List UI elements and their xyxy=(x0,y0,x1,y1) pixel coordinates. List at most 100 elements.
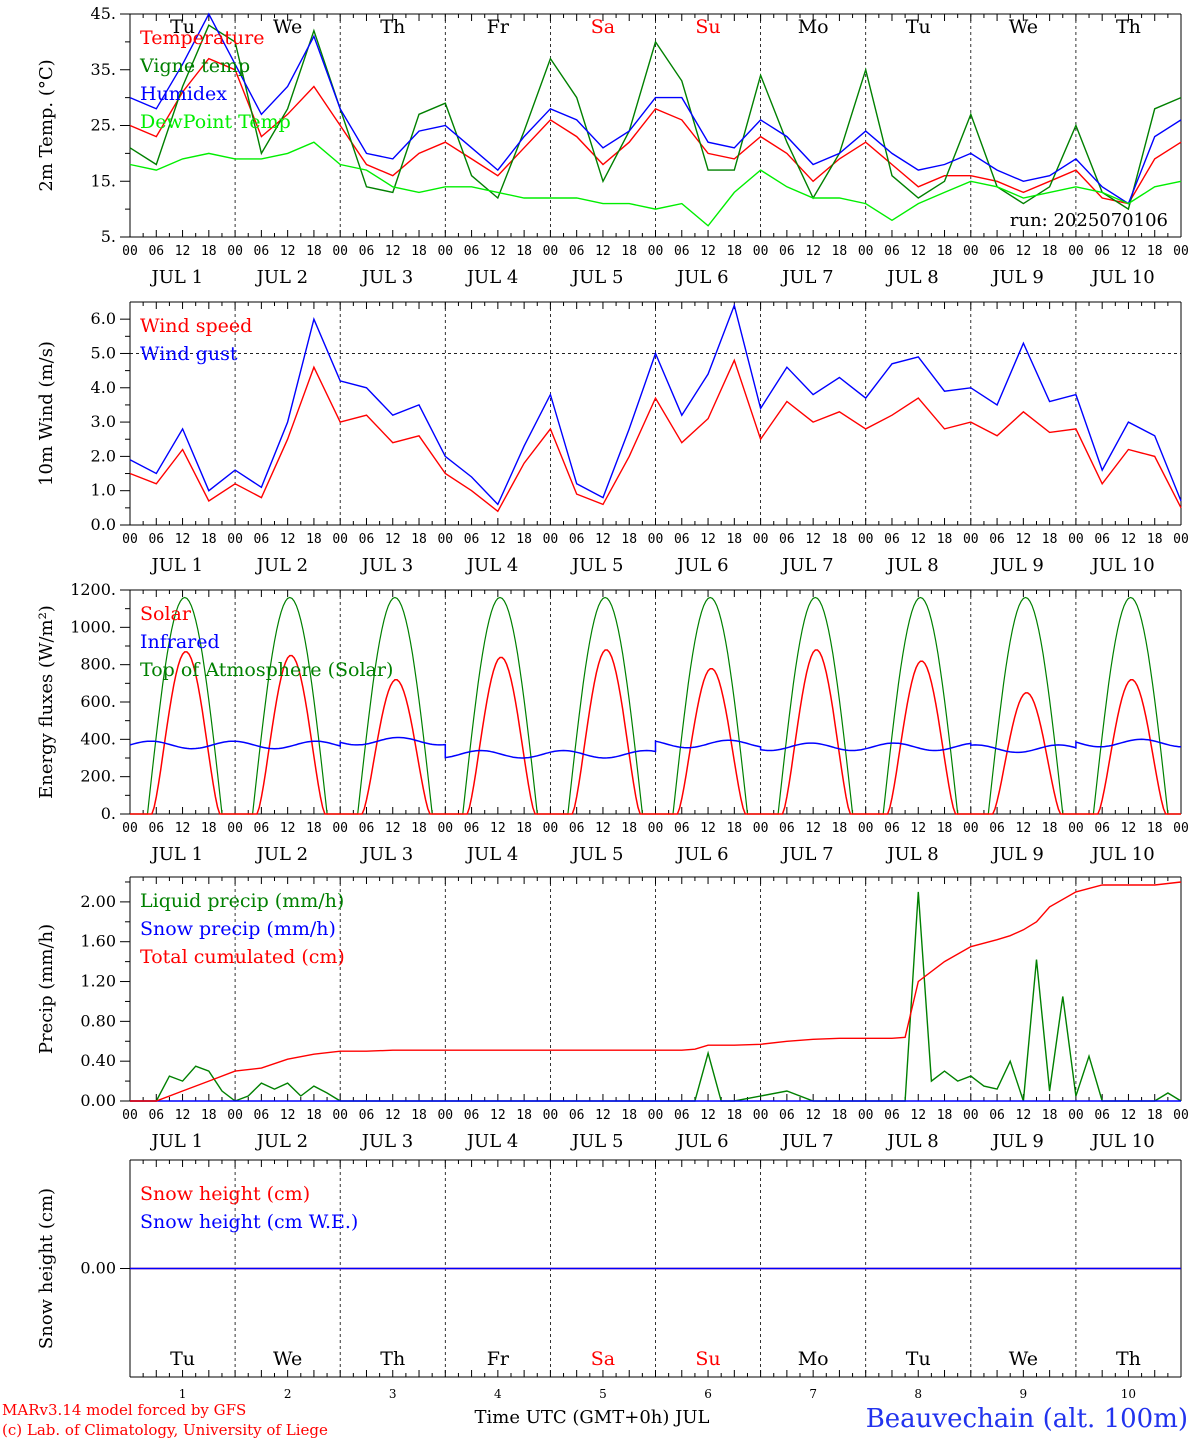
hour-label: 18 xyxy=(306,821,322,836)
series-temperature xyxy=(129,57,1182,205)
weekday-label: Th xyxy=(1116,16,1141,38)
hour-label: 06 xyxy=(569,821,585,836)
day-number: 9 xyxy=(1020,1387,1028,1401)
hour-label: 18 xyxy=(411,1108,427,1123)
y-tick-label: 800. xyxy=(80,655,116,674)
hour-label: 06 xyxy=(254,244,270,259)
hour-label: 12 xyxy=(385,821,401,836)
hour-label: 12 xyxy=(805,1108,821,1123)
hour-label: 12 xyxy=(280,1108,296,1123)
hour-label: 06 xyxy=(464,244,480,259)
hour-label: 18 xyxy=(516,1108,532,1123)
day-number: 1 xyxy=(179,1387,187,1401)
hour-label: 06 xyxy=(1094,1108,1110,1123)
date-label: JUL 10 xyxy=(1090,1131,1155,1152)
y-tick-label: 0.00 xyxy=(80,1259,116,1278)
hour-label: 00 xyxy=(332,244,348,259)
y-tick-label: 2.00 xyxy=(80,892,116,911)
hour-label: 18 xyxy=(832,244,848,259)
hour-label: 12 xyxy=(595,1108,611,1123)
hour-label: 18 xyxy=(516,532,532,547)
hour-label: 00 xyxy=(332,1108,348,1123)
hour-label: 00 xyxy=(648,244,664,259)
hour-label: 06 xyxy=(989,532,1005,547)
hour-label: 18 xyxy=(1147,1108,1163,1123)
hour-label: 06 xyxy=(1094,244,1110,259)
hour-label: 18 xyxy=(1042,532,1058,547)
panel-3: 0. 200. 400. 600. 800. 1000. 1200. Energy fluxe… xyxy=(36,580,1189,865)
hour-label: 12 xyxy=(1016,821,1032,836)
hour-label: 06 xyxy=(989,821,1005,836)
y-tick-label: 0.80 xyxy=(80,1011,116,1030)
weekday-label: Tu xyxy=(170,1348,195,1370)
hour-label: 00 xyxy=(648,821,664,836)
y-tick-label: 1.20 xyxy=(80,972,116,991)
legend-entry: Liquid precip (mm/h) xyxy=(140,890,344,912)
hour-label: 00 xyxy=(227,532,243,547)
hour-label: 12 xyxy=(1016,1108,1032,1123)
hour-label: 12 xyxy=(700,821,716,836)
weekday-label: Mo xyxy=(798,16,829,38)
panel-5: 0.00 Snow height (cm) 1 2 3 4 5 6 7 8 9 10 Tu We Th Fr S… xyxy=(36,1159,1182,1401)
legend-entry: Wind speed xyxy=(140,315,252,337)
date-label: JUL 10 xyxy=(1090,844,1155,865)
model-credit: MARv3.14 model forced by GFS xyxy=(2,1401,246,1419)
legend-entry: Snow height (cm W.E.) xyxy=(140,1211,358,1233)
y-tick-label: 4.0 xyxy=(91,378,116,397)
hour-label: 18 xyxy=(306,532,322,547)
date-label: JUL 9 xyxy=(990,1131,1044,1152)
series-vigne-temp xyxy=(129,24,1182,211)
weekday-label: We xyxy=(1009,1348,1038,1370)
series-dewpoint-temp xyxy=(129,141,1182,227)
y-tick-label: 6.0 xyxy=(91,309,116,328)
legend-entry: Solar xyxy=(140,603,192,625)
hour-label: 00 xyxy=(963,244,979,259)
hour-label: 00 xyxy=(437,244,453,259)
hour-label: 06 xyxy=(884,244,900,259)
hour-label: 06 xyxy=(148,244,164,259)
hour-label: 18 xyxy=(832,532,848,547)
y-tick-label: 1200. xyxy=(70,580,116,599)
date-label: JUL 9 xyxy=(990,844,1044,865)
hour-label: 12 xyxy=(175,821,191,836)
weekday-label: Fr xyxy=(487,16,510,38)
hour-label: 06 xyxy=(779,821,795,836)
y-tick-label: 5. xyxy=(101,227,116,246)
hour-label: 12 xyxy=(595,532,611,547)
hour-label: 06 xyxy=(359,244,375,259)
day-number: 4 xyxy=(494,1387,502,1401)
y-tick-label: 0.00 xyxy=(80,1091,116,1110)
hour-label: 18 xyxy=(621,244,637,259)
hour-label: 06 xyxy=(148,532,164,547)
hour-label: 12 xyxy=(175,532,191,547)
hour-label: 00 xyxy=(122,532,138,547)
hour-label: 00 xyxy=(1068,821,1084,836)
weekday-label: We xyxy=(1009,16,1038,38)
hour-label: 00 xyxy=(332,532,348,547)
y-axis-label: Energy fluxes (W/m²) xyxy=(36,605,57,799)
weekday-label: Th xyxy=(380,16,405,38)
hour-label: 06 xyxy=(569,244,585,259)
hour-label: 18 xyxy=(726,821,742,836)
date-label: JUL 6 xyxy=(675,555,729,576)
weekday-label: Tu xyxy=(906,16,931,38)
hour-label: 00 xyxy=(753,821,769,836)
date-label: JUL 5 xyxy=(570,267,624,288)
hour-label: 00 xyxy=(122,1108,138,1123)
hour-label: 06 xyxy=(464,532,480,547)
x-axis-title: Time UTC (GMT+0h) JUL xyxy=(475,1407,710,1428)
weekday-label: Sa xyxy=(591,1348,615,1370)
date-label: JUL 5 xyxy=(570,555,624,576)
panel-2: 0.0 1.0 2.0 3.0 4.0 5.0 6.0 10m Wind (m/s) 00 06 1… xyxy=(36,301,1189,576)
y-tick-label: 0. xyxy=(101,804,116,823)
hour-label: 18 xyxy=(726,244,742,259)
date-label: JUL 3 xyxy=(360,267,414,288)
date-label: JUL 8 xyxy=(885,267,939,288)
date-label: JUL 5 xyxy=(570,1131,624,1152)
hour-label: 18 xyxy=(1147,244,1163,259)
hour-label: 18 xyxy=(1147,532,1163,547)
legend-entry: Top of Atmosphere (Solar) xyxy=(140,659,393,681)
hour-label: 12 xyxy=(490,244,506,259)
series-total-cumulated-cm xyxy=(130,881,1182,1102)
hour-label: 00 xyxy=(437,1108,453,1123)
